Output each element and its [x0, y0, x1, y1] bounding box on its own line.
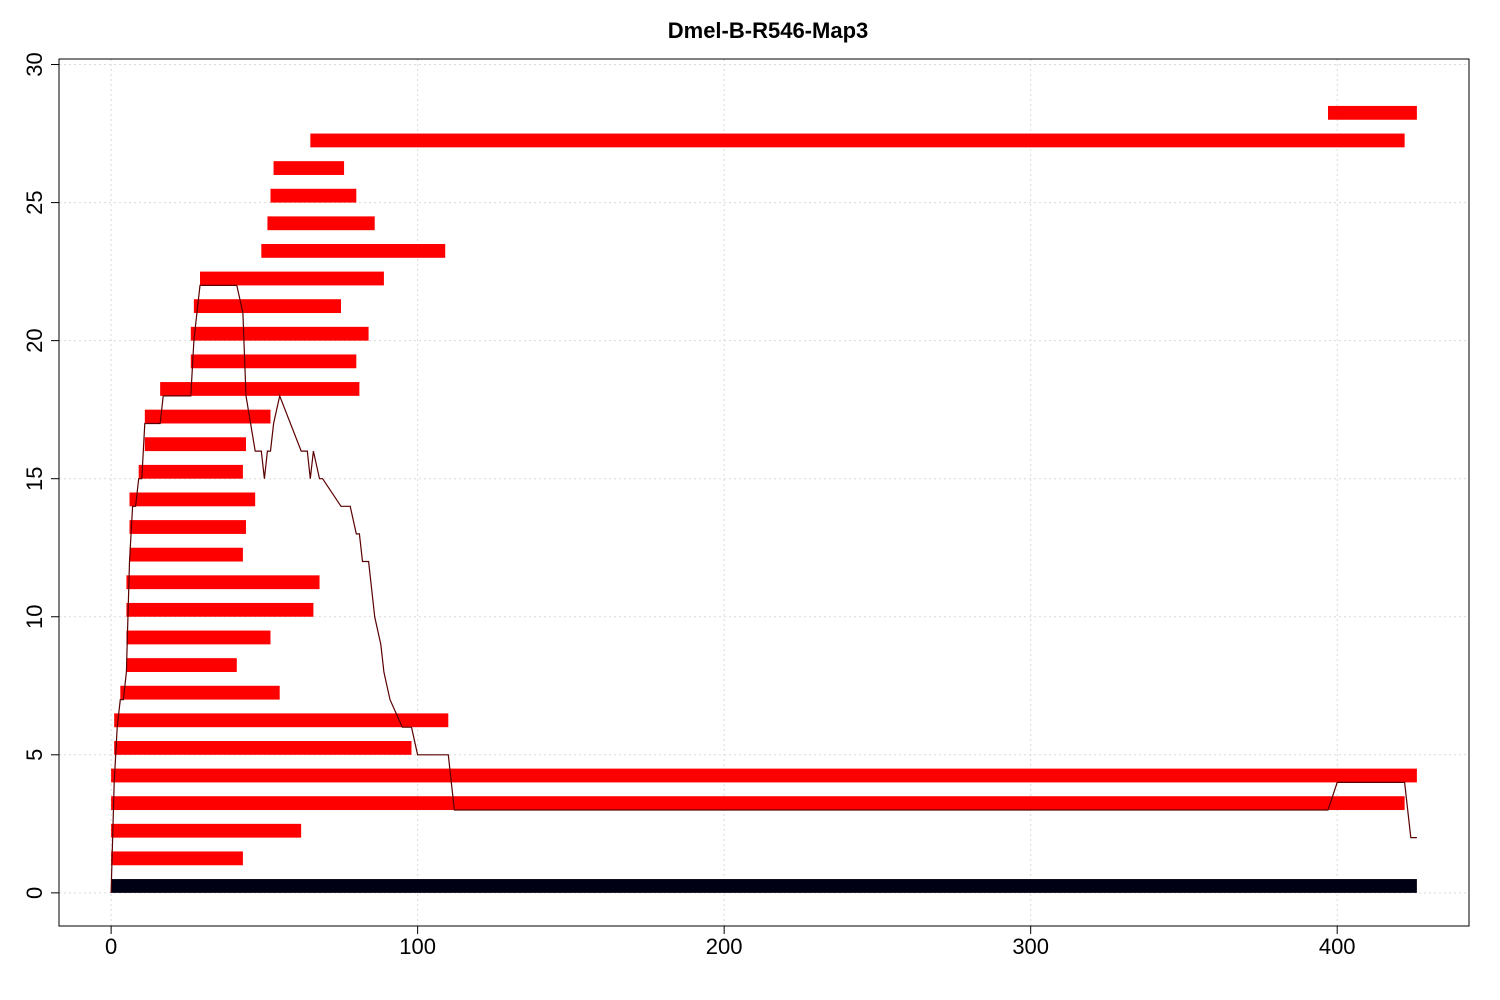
segment-bar [126, 575, 320, 590]
segment-bar [1328, 105, 1417, 120]
coverage-layer [110, 284, 1417, 893]
segment-bar [160, 382, 360, 396]
y-tick-label: 5 [22, 749, 47, 761]
segment-bar [111, 851, 243, 866]
y-tick-label: 0 [22, 887, 47, 899]
y-tick-label: 25 [22, 190, 47, 214]
segment-bar [273, 161, 345, 175]
x-tick-label: 0 [105, 934, 117, 959]
y-tick-label: 15 [22, 466, 47, 490]
segment-bar [129, 520, 246, 534]
baseline-layer [111, 879, 1417, 893]
segment-bar [261, 243, 446, 258]
segment-bar [111, 796, 1405, 811]
segment-bars [111, 105, 1417, 866]
x-tick-label: 400 [1319, 934, 1356, 959]
segment-bar [270, 188, 357, 203]
segment-bar [126, 658, 237, 672]
baseline-bar [111, 879, 1417, 893]
segment-bar [114, 713, 449, 728]
axes: 0 100 200 300 400 0 5 10 15 20 25 30 [22, 52, 1356, 959]
x-tick-label: 200 [706, 934, 743, 959]
segment-bar [111, 823, 302, 838]
y-tick-label: 10 [22, 605, 47, 629]
segment-bar [190, 326, 369, 341]
x-tick-label: 100 [399, 934, 436, 959]
segment-bar [144, 409, 271, 424]
segment-bar [120, 685, 280, 700]
segment-bar [126, 630, 271, 645]
segment-bar [193, 299, 341, 314]
plot-frame [58, 58, 1470, 927]
coverage-line [110, 284, 1417, 893]
chart-title: Dmel-B-R546-Map3 [668, 18, 869, 43]
x-tick-label: 300 [1012, 934, 1049, 959]
segment-bar [114, 741, 412, 755]
segment-bar [138, 464, 243, 479]
segment-bar [144, 437, 246, 452]
segment-bar [126, 602, 314, 617]
segment-bar [310, 133, 1405, 148]
segment-bar [267, 216, 375, 231]
segment-bar [111, 768, 1417, 783]
y-tick-label: 30 [22, 52, 47, 76]
segment-bar [129, 547, 243, 562]
segment-bar [200, 271, 384, 286]
segment-bar [190, 354, 357, 369]
segment-bar [129, 492, 256, 507]
y-tick-label: 20 [22, 328, 47, 352]
